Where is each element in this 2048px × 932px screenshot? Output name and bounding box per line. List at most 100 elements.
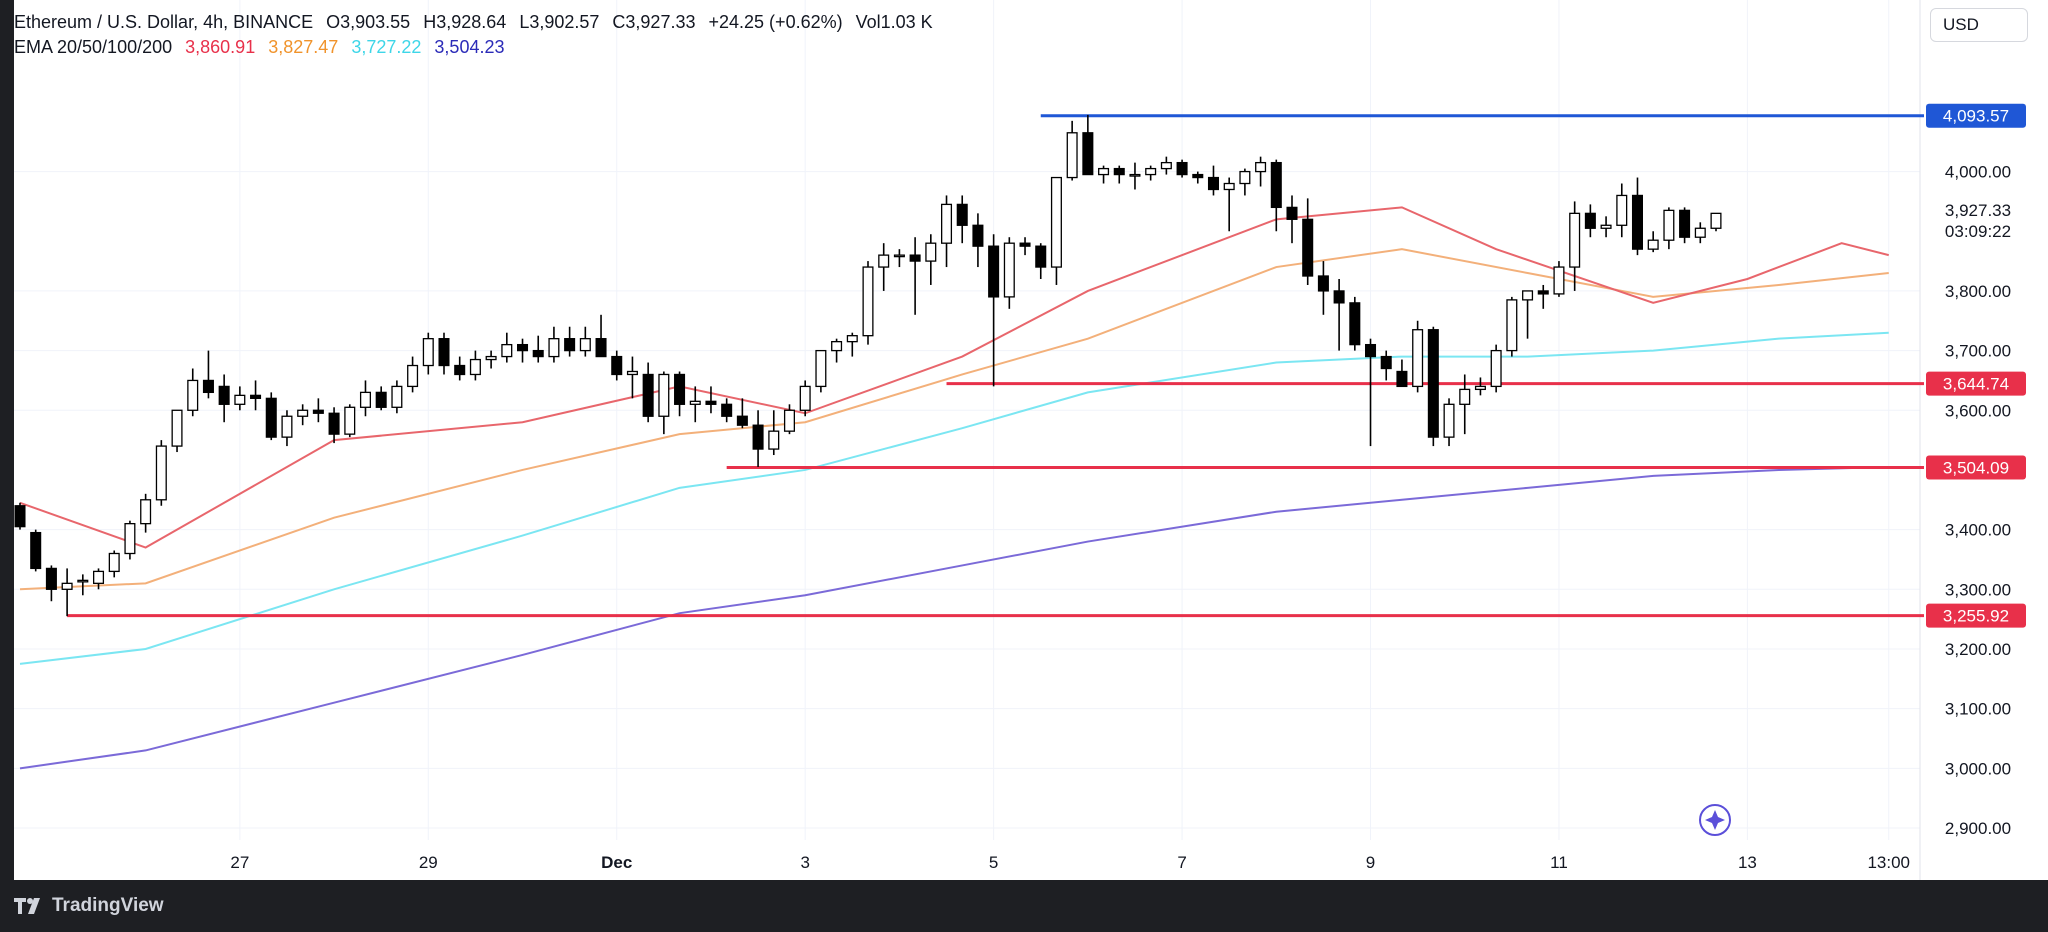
candle: [1050, 176, 1062, 285]
candle: [941, 195, 953, 268]
symbol-title[interactable]: Ethereum / U.S. Dollar, 4h, BINANCE: [14, 12, 314, 32]
candle: [658, 371, 670, 435]
ema-label[interactable]: EMA 20/50/100/200: [14, 37, 173, 57]
time-tick-label: 3: [800, 853, 809, 872]
candle: [375, 386, 387, 411]
candle: [155, 440, 167, 506]
candle: [454, 356, 466, 381]
candle-body: [1474, 385, 1486, 391]
price-tick-label: 2,900.00: [1945, 819, 2011, 838]
candle-body: [1349, 302, 1361, 346]
candle: [124, 520, 136, 560]
level-price-badge: [1926, 103, 2026, 128]
candle: [1490, 344, 1502, 393]
candle-body: [93, 570, 105, 584]
candle-body: [846, 335, 858, 343]
candle-body: [124, 523, 136, 555]
candle: [579, 326, 591, 357]
candle: [925, 234, 937, 285]
candle-body: [674, 373, 686, 405]
candle-body: [1663, 209, 1675, 241]
candle: [1427, 326, 1439, 447]
candle-body: [1396, 370, 1408, 388]
candle: [344, 404, 356, 438]
candle-body: [45, 567, 57, 590]
ema200-value: 3,504.23: [434, 37, 505, 57]
tradingview-logo-icon: [14, 898, 40, 914]
candle-body: [862, 266, 874, 337]
candle-body: [140, 499, 152, 525]
candle: [909, 237, 921, 315]
candle-body: [1490, 349, 1502, 388]
candle: [1207, 165, 1219, 196]
candle-body: [454, 364, 466, 376]
price-chart[interactable]: 4,000.00 3,800.00 3,700.00 3,600.00 3,400.00…: [0, 0, 2048, 880]
price-tick-label: 4,000.00: [1945, 163, 2011, 182]
candle: [108, 550, 120, 578]
candle: [783, 404, 795, 435]
ema-legend: EMA 20/50/100/200 3,860.91 3,827.47 3,72…: [14, 37, 513, 58]
candle: [956, 195, 968, 244]
ohlc-high: H3,928.64: [423, 12, 507, 32]
candle-body: [815, 349, 827, 388]
candle-body: [548, 338, 560, 358]
chart-frame: [14, 0, 2048, 880]
candle-body: [218, 385, 230, 405]
candle: [689, 386, 701, 423]
price-axis[interactable]: 4,000.00 3,800.00 3,700.00 3,600.00 3,400.00…: [1945, 163, 2011, 838]
footer-brand[interactable]: TradingView: [14, 895, 164, 917]
candlesticks: [14, 114, 1722, 617]
candle-body: [1098, 167, 1110, 176]
candle-body: [611, 355, 623, 376]
time-tick-label: 29: [419, 853, 438, 872]
symbol-header: Ethereum / U.S. Dollar, 4h, BINANCE O3,9…: [14, 12, 941, 33]
candle: [831, 338, 843, 363]
sparkle-icon[interactable]: [1699, 804, 1731, 836]
candle: [218, 374, 230, 423]
candle: [438, 332, 450, 375]
candle-body: [469, 358, 481, 376]
candle-body: [1616, 194, 1628, 226]
candle-body: [1176, 161, 1188, 176]
candle-body: [752, 424, 764, 450]
currency-button[interactable]: USD: [1930, 8, 2028, 42]
candle-body: [1223, 182, 1235, 191]
candle-body: [1302, 218, 1314, 277]
candle: [359, 380, 371, 417]
candle-body: [893, 254, 905, 258]
candle: [1412, 320, 1424, 393]
candle-body: [783, 409, 795, 432]
candle: [1663, 207, 1675, 250]
candle: [1035, 243, 1047, 279]
candle: [1522, 290, 1534, 339]
candle-body: [1600, 224, 1612, 229]
candle: [422, 332, 434, 375]
time-tick-label: 27: [230, 853, 249, 872]
candle-body: [1035, 245, 1047, 268]
candle-body: [941, 203, 953, 244]
candle-body: [1129, 173, 1141, 177]
time-tick-label: 13:00: [1867, 853, 1910, 872]
candle: [626, 356, 638, 399]
candle: [517, 338, 529, 363]
ema50-value: 3,827.47: [268, 37, 339, 57]
candle: [705, 386, 717, 414]
candle-body: [344, 406, 356, 435]
candle-body: [391, 385, 403, 408]
candle-body: [1239, 170, 1251, 185]
time-axis[interactable]: 27 29 Dec 3 5 7 9 11 13 13:00: [230, 853, 1910, 872]
candle: [642, 362, 654, 423]
candle-body: [1553, 266, 1565, 295]
candle-body: [564, 338, 576, 352]
candle-body: [1082, 132, 1094, 176]
candle-body: [312, 409, 324, 414]
candle-body: [1522, 290, 1534, 301]
candle-body: [595, 338, 607, 358]
candle-body: [14, 505, 26, 528]
candle-body: [108, 552, 120, 573]
candle: [532, 335, 544, 363]
candle-body: [375, 391, 387, 408]
candle: [485, 350, 497, 369]
ema100-value: 3,727.22: [351, 37, 422, 57]
candle-body: [1066, 132, 1078, 179]
